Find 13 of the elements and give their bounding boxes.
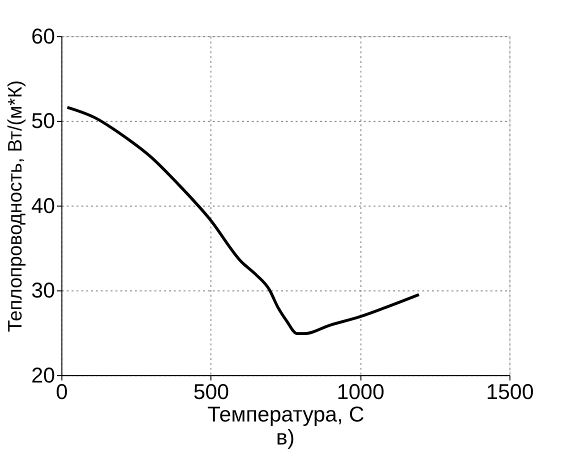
- y-tick-label: 50: [31, 109, 56, 134]
- x-tick-label: 500: [193, 380, 230, 404]
- y-tick-label: 20: [31, 363, 56, 388]
- x-axis-title: Температура, С: [207, 402, 364, 426]
- x-tick-label: 1500: [486, 380, 534, 404]
- line-series: [66, 106, 420, 336]
- y-tick-label: 60: [31, 24, 56, 48]
- y-tick-label: 40: [31, 194, 56, 218]
- y-axis-title: Теплопроводность, Вт/(м*К): [4, 80, 26, 332]
- y-tick-label: 30: [31, 278, 56, 303]
- x-tick-label: 0: [56, 380, 68, 404]
- x-tick-label: 1000: [336, 380, 384, 404]
- text: в): [276, 425, 295, 450]
